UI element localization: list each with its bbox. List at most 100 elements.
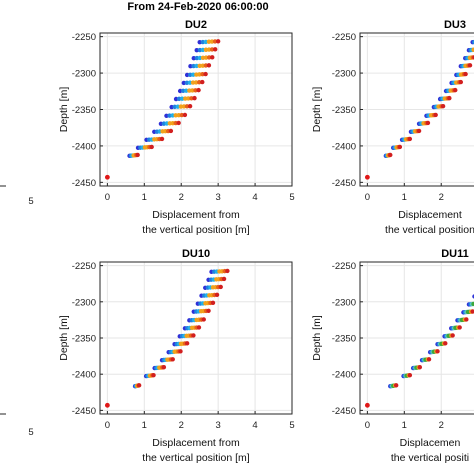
data-point [458,79,463,85]
data-points [364,294,474,408]
data-point [187,103,193,109]
y-tick-label: -2450 [332,406,356,417]
x-axis-label: the vertical positi [391,452,469,464]
y-tick-label: -2350 [72,105,96,116]
axes-frame [359,261,474,415]
data-point [159,136,165,142]
y-tick-label: -2300 [332,69,356,80]
data-point [200,79,205,85]
data-point [393,383,399,388]
x-tick-label: 1 [402,420,407,431]
data-point [464,317,469,322]
x-axis-label: Displacement [398,209,462,221]
y-axis-label: Depth [m] [311,87,323,133]
x-axis-label: the vertical position [m] [142,452,249,464]
x-tick-label: 2 [439,192,444,203]
x-axis-label: the vertical position [m] [142,224,249,236]
data-point [192,95,197,101]
y-tick-label: -2450 [332,178,356,189]
data-point [470,309,474,314]
data-point [435,349,440,354]
data-point [397,144,403,150]
y-tick-label: -2450 [72,178,96,189]
x-tick-label: 4 [252,420,257,431]
data-point [136,383,142,388]
reference-point [364,174,370,180]
data-point [426,357,432,362]
x-tick-label: 1 [142,192,147,203]
data-point [191,333,196,338]
data-point [135,152,140,158]
y-tick-label: -2250 [72,261,96,272]
data-point [203,71,208,77]
data-points [104,39,221,180]
data-point [463,71,468,77]
panel-du11: -2250 -2300 -2350 -2400 -2450 0 1 2 DU11 Depth [m… [311,248,474,464]
data-point [471,39,474,45]
x-tick-label: 2 [439,420,444,431]
data-point [221,276,227,282]
data-point [215,39,221,44]
data-point [417,365,423,370]
data-point [440,103,446,109]
data-point [214,292,220,298]
data-point [176,120,181,126]
data-points [104,268,230,408]
x-tick-label: 1 [142,420,147,431]
x-tick-label: 2 [179,192,184,203]
data-point [450,333,455,338]
data-point [443,341,448,346]
data-point [196,325,202,330]
x-tick-label: 3 [216,420,221,431]
y-tick-label: -2350 [332,334,356,345]
axes-frame [359,32,474,187]
data-point [453,87,458,93]
panel-du3: -2250 -2300 -2350 -2400 -2450 0 1 2 DU3 Depth [m]… [311,19,474,236]
y-tick-label: -2250 [72,32,96,43]
x-tick-label: 0 [105,420,110,431]
x-axis-label: the vertical position [385,224,474,236]
y-tick-label: -2350 [72,334,96,345]
data-point [425,120,431,126]
data-point [447,95,452,101]
reference-point [364,402,370,408]
left-stub-top: 5 [0,185,34,207]
x-axis-label: Displacement from [152,209,240,221]
y-tick-label: -2400 [72,141,96,152]
data-point [149,144,154,150]
data-point [467,63,473,68]
data-point [182,112,188,118]
y-tick-label: -2300 [72,69,96,80]
y-tick-label: -2250 [332,261,356,272]
reference-point [104,174,110,180]
x-tick-label: 5 [289,420,294,431]
y-tick-label: -2400 [72,370,96,381]
x-tick-label: 1 [402,192,407,203]
x-axis-label: Displacement from [152,437,240,449]
data-point [210,55,215,60]
data-point [225,268,230,274]
x-tick-label: 0 [365,420,370,431]
y-tick-label: -2300 [332,297,356,308]
y-axis-label: Depth [m] [58,315,70,361]
axes-frame [99,32,293,187]
data-point [161,365,167,370]
y-tick-label: -2450 [72,406,96,417]
data-point [210,300,216,306]
panel-title: DU3 [444,19,466,31]
x-tick-label: 5 [289,192,294,203]
panel-du10: -2250 -2300 -2350 -2400 -2450 0 1 2 3 4 5 DU10 Depth… [58,248,295,464]
data-point [407,136,413,142]
left-stub-bottom: 5 [0,413,34,438]
panel-title: DU11 [441,248,469,260]
x-tick-label: 3 [216,192,221,203]
reference-point [104,402,110,408]
data-point [184,341,190,346]
data-point [388,152,393,158]
panel-title: DU10 [182,248,210,260]
y-tick-label: -2350 [332,105,356,116]
data-point [213,47,218,52]
x-tick-label: 4 [252,192,257,203]
data-point [168,128,174,134]
